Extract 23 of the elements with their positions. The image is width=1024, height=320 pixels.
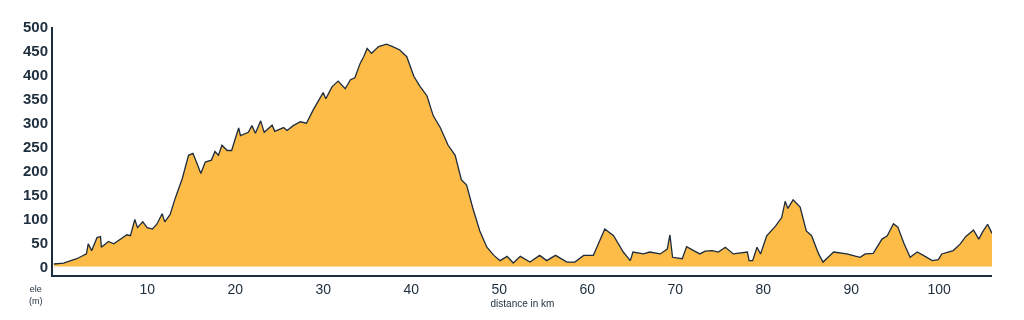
x-tick-label: 90 [843,280,860,297]
y-tick-label: 0 [39,257,48,275]
x-tick-label: 20 [227,280,244,297]
x-tick-label: 100 [927,280,952,297]
y-tick-label: 400 [22,66,48,84]
y-tick-label: 50 [31,233,48,251]
x-axis-title: distance in km [490,297,555,309]
y-tick-label: 500 [22,18,48,36]
y-tick-label: 150 [22,185,48,203]
y-tick-label: 450 [22,42,48,60]
y-tick-label: 300 [22,114,48,131]
x-tick-label: 60 [579,280,596,297]
x-tick-label: 40 [403,280,420,297]
x-tick-label: 70 [667,280,684,297]
y-tick-label: 350 [22,90,48,108]
y-axis-title: ele (m) [29,284,43,306]
y-tick-label: 100 [22,209,48,227]
x-tick-label: 10 [139,280,156,297]
x-tick-label: 50 [491,280,508,297]
y-tick-label: 250 [22,137,48,155]
x-tick-label: 80 [755,280,772,297]
y-tick-label: 200 [22,161,48,179]
x-tick-label: 30 [315,280,332,297]
